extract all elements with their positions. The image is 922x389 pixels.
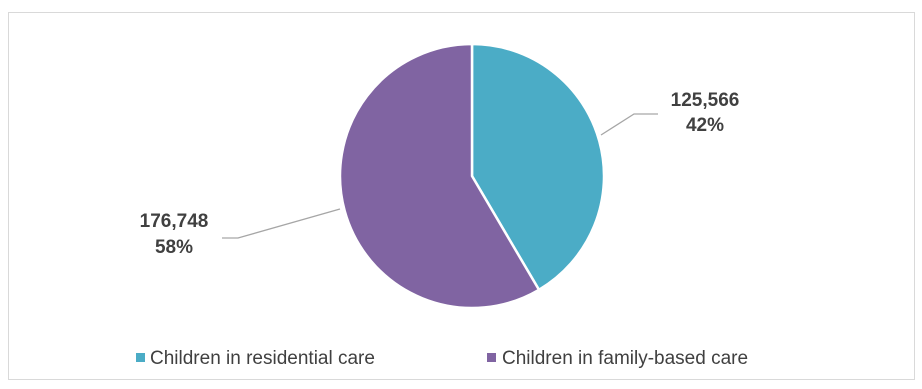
data-label-percent-residential: 42% xyxy=(686,115,724,136)
data-label-value-family-based: 176,748 xyxy=(140,211,209,232)
pie-slice-family-based xyxy=(338,42,541,310)
legend-label-residential: Children in residential care xyxy=(150,348,375,369)
pie-slices xyxy=(338,42,606,310)
data-label-value-residential: 125,566 xyxy=(671,90,740,111)
legend-label-family-based: Children in family-based care xyxy=(502,348,748,369)
legend: Children in residential care Children in… xyxy=(136,348,748,369)
legend-swatch-family-based xyxy=(487,353,496,362)
data-label-percent-family-based: 58% xyxy=(155,237,193,258)
legend-swatch-residential xyxy=(136,353,145,362)
pie-slice-residential xyxy=(470,42,606,292)
leader-line-family-based xyxy=(222,208,341,239)
leader-line-residential xyxy=(600,113,658,136)
